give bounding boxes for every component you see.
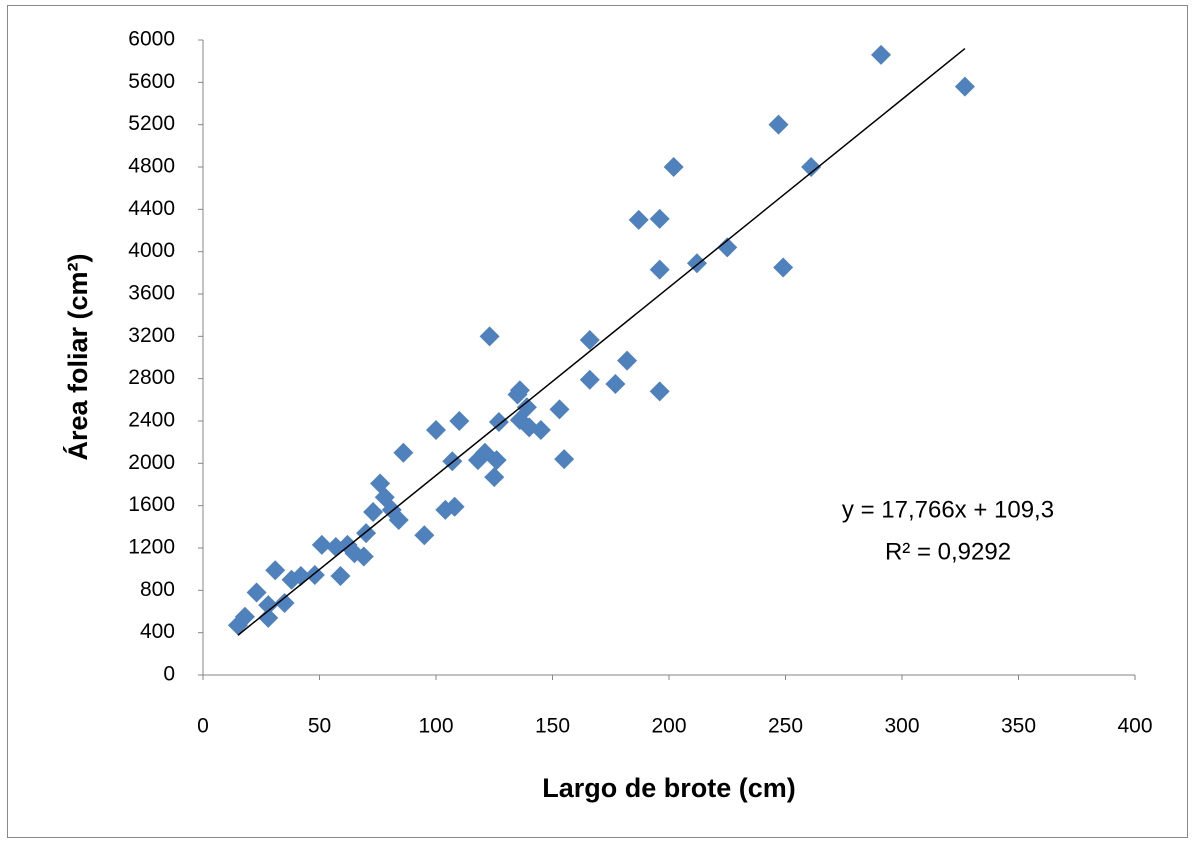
x-tick-label: 100 (418, 715, 453, 738)
y-tick-label: 1600 (128, 493, 175, 516)
point (258, 607, 279, 628)
point (530, 419, 551, 440)
y-tick-label: 3200 (128, 324, 175, 347)
x-tick-label: 50 (308, 715, 331, 738)
x-tick-label: 400 (1117, 715, 1152, 738)
x-tick-label: 250 (768, 715, 803, 738)
y-tick-label: 400 (140, 620, 175, 643)
y-tick-label: 2800 (128, 366, 175, 389)
y-tick-label: 4000 (128, 239, 175, 262)
y-tick-label: 0 (163, 663, 175, 686)
x-tick-label: 350 (1001, 715, 1036, 738)
point (265, 560, 286, 581)
trend-equation: y = 17,766x + 109,3 (842, 496, 1054, 523)
y-tick-label: 6000 (128, 28, 175, 51)
y-axis-title: Área foliar (cm²) (62, 253, 93, 460)
point (717, 237, 738, 258)
point (258, 595, 279, 616)
point (605, 373, 626, 394)
point (554, 449, 575, 470)
x-tick-label: 300 (884, 715, 919, 738)
point (486, 450, 507, 471)
point (449, 411, 470, 431)
x-tick-label: 200 (651, 715, 686, 738)
point (388, 509, 409, 530)
y-tick-label: 4400 (128, 197, 175, 220)
x-axis-title: Largo de brote (cm) (542, 773, 796, 803)
x-tick-label: 0 (197, 715, 209, 738)
point (516, 397, 537, 418)
point (649, 259, 670, 280)
point (484, 467, 505, 488)
r-squared: R² = 0,9292 (885, 538, 1011, 565)
point (311, 534, 332, 555)
point (768, 114, 789, 135)
trendline (237, 48, 966, 636)
point (234, 606, 255, 627)
point (579, 369, 600, 390)
point (414, 525, 435, 546)
y-tick-label: 2000 (128, 451, 175, 474)
y-tick-label: 5200 (128, 112, 175, 135)
point (663, 157, 684, 177)
y-tick-label: 2400 (128, 409, 175, 432)
point (617, 350, 638, 371)
point (274, 593, 295, 614)
point (579, 330, 600, 351)
point (954, 76, 975, 97)
point (871, 44, 892, 65)
point (549, 399, 570, 420)
point (649, 208, 670, 229)
point (488, 412, 509, 433)
point (801, 157, 822, 177)
y-tick-label: 800 (140, 578, 175, 601)
chart-border (7, 5, 1188, 838)
point (649, 381, 670, 402)
point (393, 442, 414, 463)
point (509, 380, 530, 401)
point (363, 502, 384, 523)
y-tick-label: 4800 (128, 155, 175, 178)
point (628, 209, 649, 230)
point (353, 546, 374, 567)
x-tick-label: 150 (535, 715, 570, 738)
point (479, 326, 500, 347)
point (444, 496, 465, 517)
y-tick-label: 3600 (128, 282, 175, 305)
point (381, 499, 402, 520)
point (246, 582, 267, 603)
y-tick-label: 5600 (128, 70, 175, 93)
point (773, 257, 794, 278)
y-tick-label: 1200 (128, 536, 175, 559)
point (426, 419, 446, 440)
point (330, 566, 351, 587)
